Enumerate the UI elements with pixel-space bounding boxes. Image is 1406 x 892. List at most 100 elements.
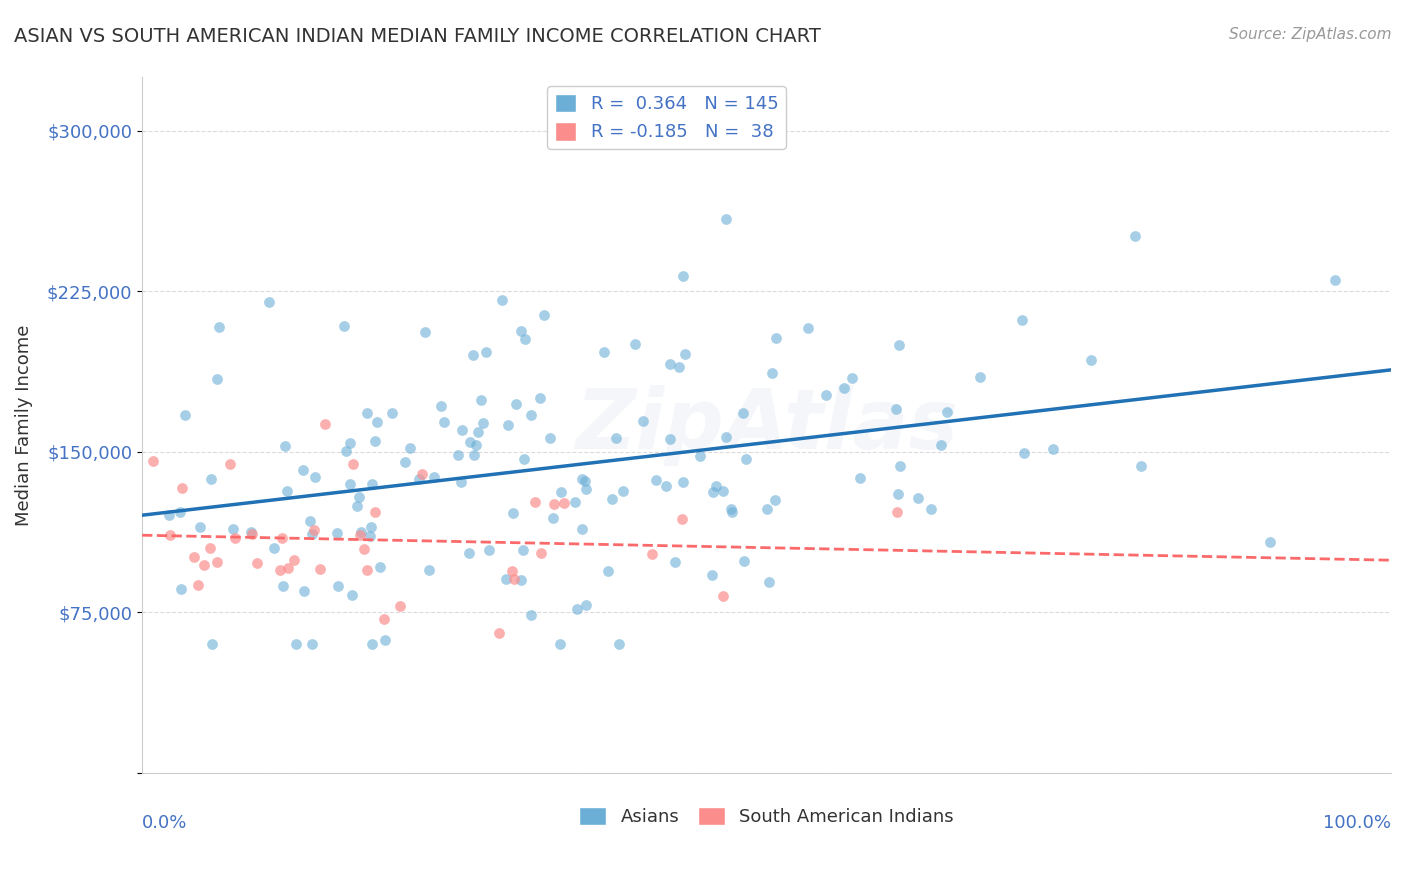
Point [675, 347, 697, 361]
Point [496, 418, 519, 433]
Point [205, 555, 228, 569]
Point [515, 332, 537, 346]
Point [889, 338, 911, 352]
Point [274, 439, 297, 453]
Point [347, 490, 370, 504]
Point [711, 483, 734, 498]
Point [207, 319, 229, 334]
Point [340, 588, 363, 602]
Point [502, 506, 524, 520]
Point [458, 435, 481, 450]
Point [304, 470, 326, 484]
Point [360, 520, 382, 534]
Point [765, 331, 787, 345]
Point [170, 481, 193, 495]
Point [761, 366, 783, 380]
Point [461, 348, 484, 362]
Point [907, 491, 929, 505]
Point [612, 483, 634, 498]
Text: Source: ZipAtlas.com: Source: ZipAtlas.com [1229, 27, 1392, 42]
Point [671, 512, 693, 526]
Point [142, 454, 165, 468]
Point [269, 563, 291, 577]
Point [246, 557, 269, 571]
Point [368, 559, 391, 574]
Point [655, 479, 678, 493]
Point [564, 494, 586, 508]
Point [645, 473, 668, 487]
Point [607, 637, 630, 651]
Point [538, 431, 561, 445]
Point [849, 471, 872, 485]
Point [472, 416, 495, 430]
Point [475, 345, 498, 359]
Point [284, 637, 307, 651]
Point [553, 496, 575, 510]
Point [301, 637, 323, 651]
Point [364, 434, 387, 448]
Point [399, 441, 422, 455]
Point [501, 564, 523, 578]
Point [889, 458, 911, 473]
Point [447, 449, 470, 463]
Point [326, 526, 349, 541]
Point [509, 324, 531, 338]
Point [887, 487, 910, 501]
Point [411, 467, 433, 482]
Point [450, 475, 472, 489]
Point [157, 508, 180, 522]
Point [353, 542, 375, 557]
Point [366, 415, 388, 429]
Point [523, 495, 546, 509]
Point [360, 637, 382, 651]
Point [467, 425, 489, 439]
Point [664, 555, 686, 569]
Point [183, 549, 205, 564]
Point [463, 448, 485, 462]
Point [413, 325, 436, 339]
Point [200, 471, 222, 485]
Point [1324, 273, 1347, 287]
Point [294, 583, 316, 598]
Point [298, 515, 321, 529]
Point [326, 579, 349, 593]
Point [758, 574, 780, 589]
Point [488, 626, 510, 640]
Point [886, 402, 908, 417]
Point [309, 562, 332, 576]
Point [1011, 313, 1033, 327]
Point [541, 511, 564, 525]
Point [969, 370, 991, 384]
Point [530, 546, 553, 560]
Point [755, 501, 778, 516]
Point [503, 573, 526, 587]
Point [159, 527, 181, 541]
Point [173, 408, 195, 422]
Point [512, 542, 534, 557]
Point [478, 543, 501, 558]
Point [700, 568, 723, 582]
Point [314, 417, 336, 432]
Point [668, 360, 690, 375]
Point [339, 476, 361, 491]
Point [658, 357, 681, 371]
Point [704, 478, 727, 492]
Point [464, 438, 486, 452]
Point [359, 529, 381, 543]
Point [571, 522, 593, 536]
Point [342, 457, 364, 471]
Y-axis label: Median Family Income: Median Family Income [15, 325, 32, 525]
Point [422, 470, 444, 484]
Point [170, 582, 193, 597]
Point [259, 294, 281, 309]
Point [389, 599, 412, 614]
Point [510, 573, 533, 587]
Point [571, 472, 593, 486]
Point [711, 589, 734, 603]
Point [373, 612, 395, 626]
Point [513, 452, 536, 467]
Point [302, 524, 325, 538]
Point [240, 527, 263, 541]
Point [797, 321, 820, 335]
Point [735, 451, 758, 466]
